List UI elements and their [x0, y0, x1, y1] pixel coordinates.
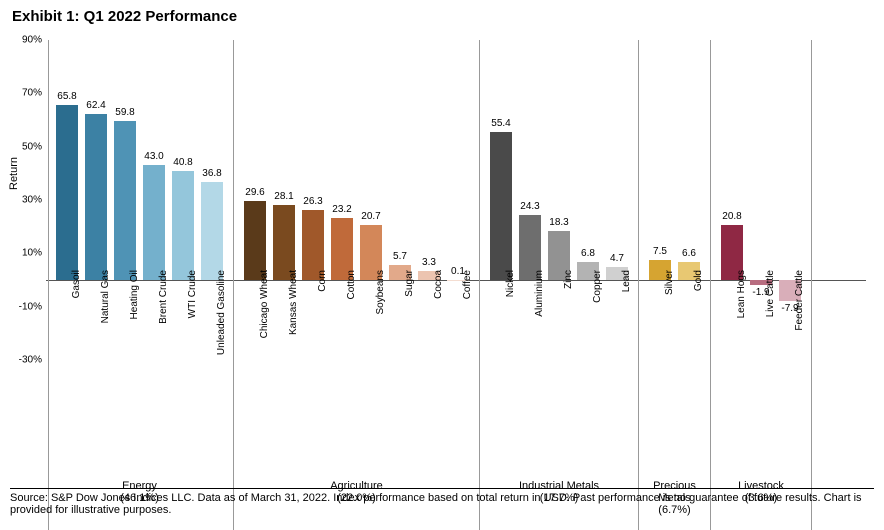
- y-tick: -10%: [8, 301, 42, 312]
- group-separator: [233, 40, 234, 530]
- category-label: Copper: [592, 270, 603, 370]
- y-tick: 70%: [8, 88, 42, 99]
- value-label: 24.3: [510, 201, 550, 212]
- category-label: Live Cattle: [765, 270, 776, 370]
- category-label: Cocoa: [433, 270, 444, 370]
- group-separator: [48, 40, 49, 530]
- y-tick: -30%: [8, 355, 42, 366]
- value-label: 59.8: [105, 107, 145, 118]
- group-separator: [479, 40, 480, 530]
- category-label: Heating Oil: [129, 270, 140, 370]
- category-label: Coffee: [462, 270, 473, 370]
- category-label: Gasoil: [71, 270, 82, 370]
- category-label: Aluminium: [534, 270, 545, 370]
- category-label: Nickel: [505, 270, 516, 370]
- bar: [56, 105, 78, 280]
- y-tick: 50%: [8, 141, 42, 152]
- chart-area: -30%-10%10%30%50%70%90%65.8Gasoil62.4Nat…: [46, 40, 866, 360]
- value-label: 18.3: [539, 217, 579, 228]
- value-label: 55.4: [481, 118, 521, 129]
- y-axis-label: Return: [8, 157, 20, 190]
- category-label: Unleaded Gasoline: [216, 270, 227, 370]
- value-label: 40.8: [163, 157, 203, 168]
- bar: [172, 171, 194, 280]
- group-separator: [710, 40, 711, 530]
- category-label: Natural Gas: [100, 270, 111, 370]
- bar: [201, 182, 223, 280]
- y-tick: 10%: [8, 248, 42, 259]
- value-label: 36.8: [192, 168, 232, 179]
- category-label: Corn: [317, 270, 328, 370]
- value-label: 20.7: [351, 211, 391, 222]
- y-tick: 30%: [8, 195, 42, 206]
- category-label: Feeder Cattle: [794, 270, 805, 370]
- value-label: 4.7: [597, 253, 637, 264]
- category-label: Zinc: [563, 270, 574, 370]
- category-label: Kansas Wheat: [288, 270, 299, 370]
- category-label: Gold: [693, 270, 704, 370]
- group-separator: [638, 40, 639, 530]
- bar: [114, 121, 136, 280]
- bar: [273, 205, 295, 280]
- category-label: Brent Crude: [158, 270, 169, 370]
- group-separator: [811, 40, 812, 530]
- value-label: 6.6: [669, 248, 709, 259]
- category-label: Lead: [621, 270, 632, 370]
- chart-title: Exhibit 1: Q1 2022 Performance: [0, 0, 884, 33]
- category-label: Soybeans: [375, 270, 386, 370]
- category-label: Lean Hogs: [736, 270, 747, 370]
- bar: [143, 165, 165, 280]
- y-tick: 90%: [8, 35, 42, 46]
- chart-footer: Source: S&P Dow Jones Indices LLC. Data …: [10, 488, 874, 516]
- category-label: WTI Crude: [187, 270, 198, 370]
- category-label: Chicago Wheat: [259, 270, 270, 370]
- category-label: Silver: [664, 270, 675, 370]
- bar: [490, 132, 512, 280]
- category-label: Cotton: [346, 270, 357, 370]
- bar: [85, 114, 107, 280]
- value-label: 20.8: [712, 211, 752, 222]
- bar: [244, 201, 266, 280]
- category-label: Sugar: [404, 270, 415, 370]
